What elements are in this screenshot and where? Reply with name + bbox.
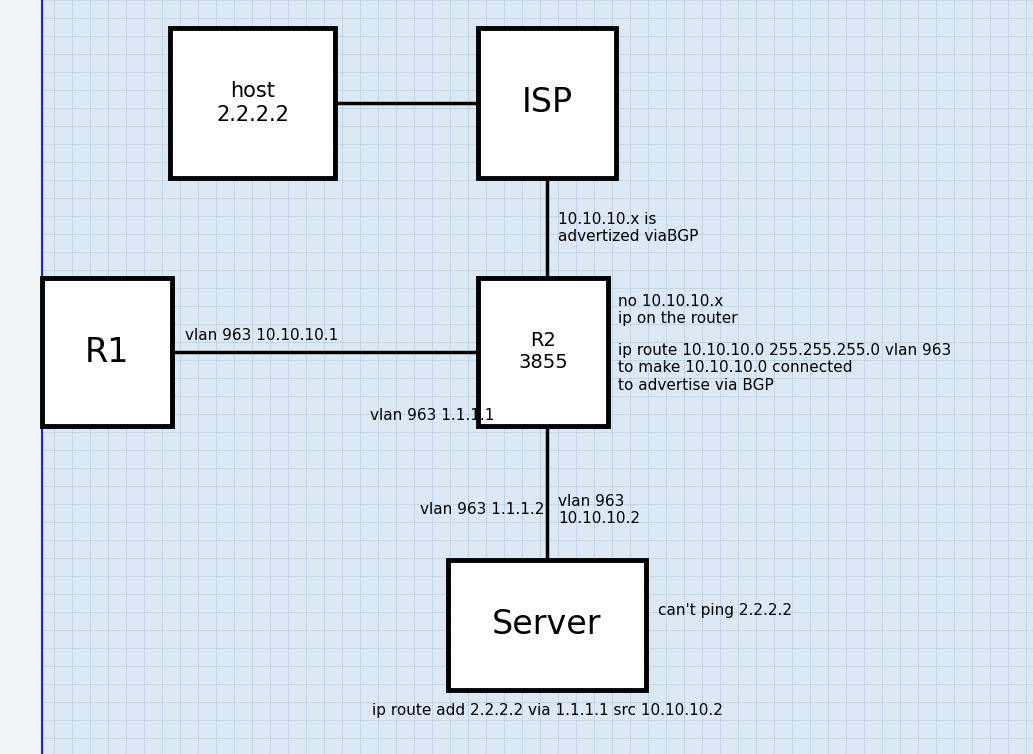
Text: host
2.2.2.2: host 2.2.2.2 [216,81,289,124]
Text: 10.10.10.x is
advertized viaBGP: 10.10.10.x is advertized viaBGP [558,212,698,244]
Bar [0,0,42,754]
Text: vlan 963 1.1.1.2: vlan 963 1.1.1.2 [419,502,544,517]
Bar [478,278,608,426]
Text: can't ping 2.2.2.2: can't ping 2.2.2.2 [658,602,792,618]
Text: R1: R1 [85,336,129,369]
Text: no 10.10.10.x
ip on the router: no 10.10.10.x ip on the router [618,294,738,326]
Text: R2
3855: R2 3855 [519,332,568,372]
Bar [42,278,173,426]
Bar [170,28,335,178]
Text: vlan 963 1.1.1.1: vlan 963 1.1.1.1 [370,407,495,422]
Text: vlan 963
10.10.10.2: vlan 963 10.10.10.2 [558,494,640,526]
Bar [448,560,646,690]
Text: ISP: ISP [522,87,572,119]
Bar [478,28,616,178]
Text: Server: Server [493,608,602,642]
Text: ip route 10.10.10.0 255.255.255.0 vlan 963
to make 10.10.10.0 connected
to adver: ip route 10.10.10.0 255.255.255.0 vlan 9… [618,343,951,393]
Text: vlan 963 10.10.10.1: vlan 963 10.10.10.1 [185,327,338,342]
Text: ip route add 2.2.2.2 via 1.1.1.1 src 10.10.10.2: ip route add 2.2.2.2 via 1.1.1.1 src 10.… [372,703,722,718]
